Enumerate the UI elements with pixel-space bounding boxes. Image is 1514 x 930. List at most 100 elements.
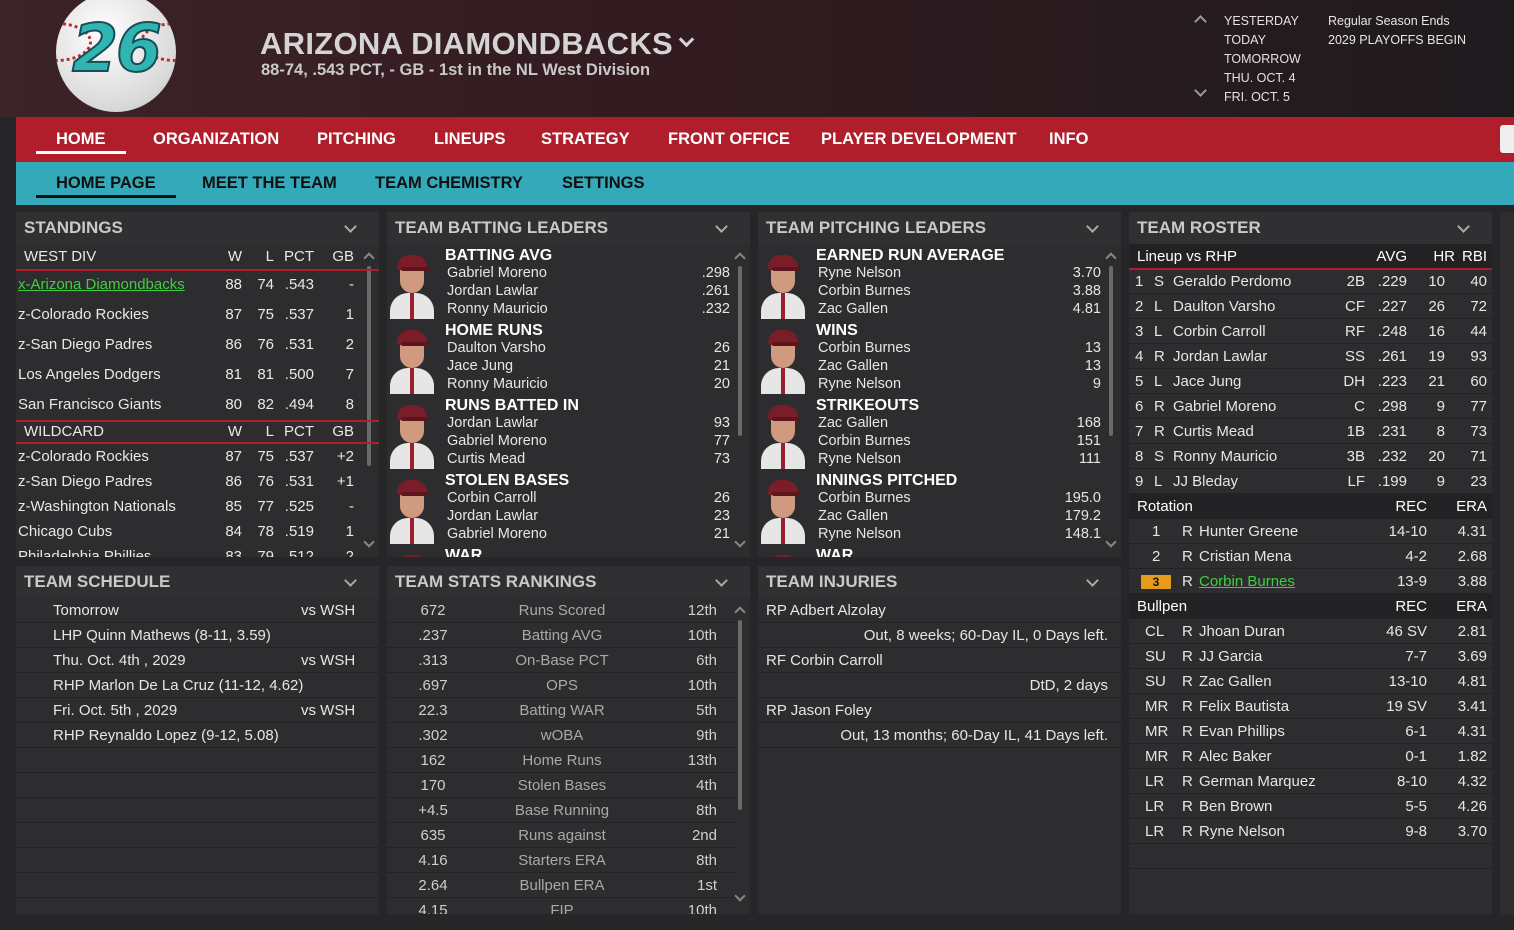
player-name[interactable]: Ronny Mauricio [1173,448,1278,465]
schedule-row[interactable]: RHP Marlon De La Cruz (11-12, 4.62) [16,673,379,698]
injured-player[interactable]: RP Adbert Alzolay [766,602,886,619]
col-header[interactable]: WILDCARD [24,423,105,440]
player-name[interactable]: Jordan Lawlar [1173,348,1268,365]
schedule-row[interactable]: Tomorrow vs WSH [16,598,379,623]
ranking-row[interactable]: .697 OPS 10th [387,673,736,698]
player-name[interactable]: Cristian Mena [1199,548,1292,565]
schedule-row[interactable]: Thu. Oct. 4th , 2029 vs WSH [16,648,379,673]
leader-name[interactable]: Daulton Varsho [447,340,546,356]
leader-block[interactable]: BATTING AVG Gabriel Moreno .298 Jordan L… [387,245,750,320]
chevron-down-icon[interactable] [715,574,728,587]
leader-block[interactable]: RUNS BATTED IN Jordan Lawlar 93 Gabriel … [387,395,750,470]
chevron-down-icon[interactable] [678,31,695,48]
schedule-opponent[interactable]: vs WSH [301,702,356,719]
search-input[interactable]: Ra [1500,125,1514,153]
leader-name[interactable]: Corbin Burnes [818,433,911,449]
leader-name[interactable]: Zac Gallen [818,508,889,524]
lineup-row[interactable]: 7 R Curtis Mead 1B .231 8 73 [1129,419,1492,444]
col-header[interactable]: ERA [1456,498,1487,515]
team-name[interactable]: Los Angeles Dodgers [18,366,161,383]
bullpen-row[interactable]: MR R Evan Phillips 6-1 4.31 [1129,719,1492,744]
player-photo[interactable] [758,324,808,394]
team-name[interactable]: Chicago Cubs [18,523,113,540]
leader-name[interactable]: Zac Gallen [818,415,889,431]
scroll-down-icon[interactable] [734,890,746,902]
scrollbar[interactable] [738,620,742,810]
ranking-row[interactable]: 2.64 Bullpen ERA 1st [387,873,736,898]
lineup-row[interactable]: 3 L Corbin Carroll RF .248 16 44 [1129,319,1492,344]
leader-name[interactable]: Gabriel Moreno [447,526,547,542]
col-header[interactable]: W [227,423,242,440]
leader-name[interactable]: Jace Jung [447,358,514,374]
player-name[interactable]: Daulton Varsho [1173,298,1276,315]
schedule-row[interactable]: Fri. Oct. 5th , 2029 vs WSH [16,698,379,723]
player-name[interactable]: Geraldo Perdomo [1173,273,1292,290]
day-fri-oct-5[interactable]: FRI. OCT. 5 [1224,90,1290,104]
col-header[interactable]: REC [1395,598,1427,615]
bullpen-row[interactable]: LR R German Marquez 8-10 4.32 [1129,769,1492,794]
team-name[interactable]: San Francisco Giants [18,396,162,413]
leader-name[interactable]: Corbin Carroll [447,490,537,506]
ranking-row[interactable]: .313 On-Base PCT 6th [387,648,736,673]
leader-name[interactable]: Corbin Burnes [818,490,911,506]
col-header[interactable]: REC [1395,498,1427,515]
player-name[interactable]: JJ Garcia [1199,648,1263,665]
chevron-down-icon[interactable] [344,574,357,587]
leader-name[interactable]: Corbin Burnes [818,340,911,356]
leader-name[interactable]: Gabriel Moreno [447,433,547,449]
leader-name[interactable]: Jordan Lawlar [447,283,539,299]
player-name[interactable]: Evan Phillips [1199,723,1285,740]
nav-strategy[interactable]: STRATEGY [541,130,630,148]
ranking-row[interactable]: 672 Runs Scored 12th [387,598,736,623]
col-header[interactable]: L [265,248,274,265]
leader-block[interactable]: INNINGS PITCHED Corbin Burnes 195.0 Zac … [758,470,1121,545]
leader-name[interactable]: Corbin Burnes [818,283,911,299]
chevron-down-icon[interactable] [1086,220,1099,233]
rotation-row[interactable]: 2 R Cristian Mena 4-2 2.68 [1129,544,1492,569]
player-name[interactable]: Hunter Greene [1199,523,1299,540]
col-header[interactable]: PCT [284,423,314,440]
team-name[interactable]: z-San Diego Padres [18,473,153,490]
chevron-down-icon[interactable] [715,220,728,233]
player-photo[interactable] [758,549,808,557]
leader-block[interactable]: WAR [758,545,1121,557]
scrollbar[interactable] [367,266,371,466]
col-header[interactable]: GB [332,248,354,265]
ranking-row[interactable]: 162 Home Runs 13th [387,748,736,773]
team-logo[interactable]: 26 [56,0,176,112]
probable-pitcher[interactable]: RHP Reynaldo Lopez (9-12, 5.08) [53,727,279,744]
bullpen-row[interactable]: LR R Ben Brown 5-5 4.26 [1129,794,1492,819]
player-photo[interactable] [387,549,437,557]
col-header[interactable]: PCT [284,248,314,265]
leader-name[interactable]: Ryne Nelson [818,265,902,281]
probable-pitcher[interactable]: RHP Marlon De La Cruz (11-12, 4.62) [53,677,304,694]
probable-pitcher[interactable]: LHP Quinn Mathews (8-11, 3.59) [53,627,271,644]
col-header[interactable]: ERA [1456,598,1487,615]
injury-player[interactable]: RP Jason Foley [758,698,1121,723]
lineup-row[interactable]: 8 S Ronny Mauricio 3B .232 20 71 [1129,444,1492,469]
chevron-up-icon[interactable] [1194,15,1207,28]
leader-block[interactable]: HOME RUNS Daulton Varsho 26 Jace Jung 21… [387,320,750,395]
scrollbar[interactable] [1109,266,1113,436]
team-name[interactable]: z-Colorado Rockies [18,306,149,323]
leader-name[interactable]: Ryne Nelson [818,526,902,542]
team-name[interactable]: z-Washington Nationals [18,498,176,515]
chevron-down-icon[interactable] [1457,220,1470,233]
day-tomorrow[interactable]: TOMORROW [1224,52,1301,66]
tab-home-page[interactable]: HOME PAGE [36,162,176,205]
lineup-row[interactable]: 2 L Daulton Varsho CF .227 26 72 [1129,294,1492,319]
ranking-row[interactable]: +4.5 Base Running 8th [387,798,736,823]
leader-name[interactable]: Gabriel Moreno [447,265,547,281]
leader-block[interactable]: STRIKEOUTS Zac Gallen 168 Corbin Burnes … [758,395,1121,470]
lineup-row[interactable]: 4 R Jordan Lawlar SS .261 19 93 [1129,344,1492,369]
player-name[interactable]: Jhoan Duran [1199,623,1285,640]
player-name[interactable]: German Marquez [1199,773,1316,790]
nav-home[interactable]: HOME [36,117,125,162]
lineup-row[interactable]: 1 S Geraldo Perdomo 2B .229 10 40 [1129,269,1492,294]
nav-lineups[interactable]: LINEUPS [434,130,506,148]
player-photo[interactable] [758,474,808,544]
leader-name[interactable]: Zac Gallen [818,301,889,317]
col-header[interactable]: W [227,248,242,265]
leader-name[interactable]: Ronny Mauricio [447,376,548,392]
rotation-row[interactable]: 1 R Hunter Greene 14-10 4.31 [1129,519,1492,544]
